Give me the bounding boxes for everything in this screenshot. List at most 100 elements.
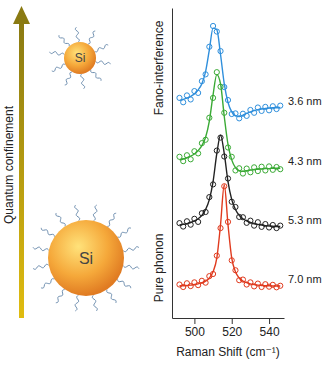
nanoparticle: Si: [50, 27, 111, 89]
particle-label: Si: [79, 250, 93, 267]
arrow-head: [13, 6, 30, 24]
data-point: [255, 168, 260, 173]
series-label: 5.3 nm: [288, 214, 322, 226]
data-point: [188, 157, 193, 162]
x-tick-label: 520: [222, 325, 242, 339]
data-point: [177, 95, 182, 100]
data-point: [248, 218, 253, 223]
x-tick: 540: [260, 318, 280, 339]
data-point: [244, 113, 249, 118]
series: [177, 23, 283, 121]
x-axis: 500 520 540: [173, 318, 285, 339]
data-point: [214, 29, 219, 34]
ligand: [107, 213, 116, 226]
data-point: [210, 23, 215, 28]
data-point: [274, 226, 279, 231]
data-point: [237, 166, 242, 171]
ligand: [50, 52, 65, 55]
data-point: [222, 110, 227, 115]
data-point: [181, 100, 186, 105]
fit-line: [179, 28, 280, 116]
data-point: [248, 170, 253, 175]
ligand: [52, 64, 66, 71]
x-axis-line: [173, 318, 285, 319]
data-point: [207, 44, 212, 49]
data-point: [196, 151, 201, 156]
data-point: [214, 253, 219, 258]
ligand: [75, 295, 79, 311]
ligand: [56, 290, 65, 303]
data-point: [240, 171, 245, 176]
data-point: [210, 95, 215, 100]
data-point: [218, 135, 223, 140]
ligand: [123, 265, 139, 269]
series: [177, 135, 283, 231]
data-point: [278, 103, 283, 108]
data-point: [225, 219, 230, 224]
annotation: Quantum confinement: [2, 105, 16, 224]
ligand: [75, 27, 79, 42]
ligand: [41, 279, 54, 288]
data-point: [199, 79, 204, 84]
data-point: [233, 268, 238, 273]
chart: 500 520 540 Raman Shift (cm⁻¹) 3.6 nm4.3 nm5…: [0, 0, 335, 370]
ligand: [96, 61, 111, 64]
data-point: [207, 115, 212, 120]
ligand: [118, 279, 131, 288]
x-tick-label: 500: [185, 325, 205, 339]
data-point: [229, 199, 234, 204]
ligand: [95, 45, 109, 52]
data-point: [255, 220, 260, 225]
y-axis: [172, 9, 173, 319]
data-point: [214, 148, 219, 153]
x-tick: 520: [222, 318, 242, 339]
series: [177, 184, 283, 290]
data-point: [222, 184, 227, 189]
series-labels: 3.6 nm4.3 nm5.3 nm7.0 nm: [288, 95, 322, 286]
data-point: [210, 182, 215, 187]
data-point: [237, 116, 242, 121]
x-axis-title: Raman Shift (cm⁻¹): [176, 345, 280, 359]
annotation: Pure phonon: [152, 234, 166, 303]
sphere: [64, 42, 96, 74]
x-tick-mark: [232, 318, 233, 324]
ligand: [93, 205, 97, 221]
ligand: [88, 31, 95, 44]
data-point: [229, 154, 234, 159]
ligand: [65, 72, 72, 85]
data-point: [240, 277, 245, 282]
data-point: [266, 225, 271, 230]
ligand: [33, 247, 49, 251]
ligand: [75, 205, 80, 221]
data-point: [225, 97, 230, 102]
data-point: [278, 283, 283, 288]
data-point: [263, 282, 268, 287]
ligand: [41, 228, 54, 237]
data-point: [207, 195, 212, 200]
data-point: [229, 258, 234, 263]
data-point: [218, 48, 223, 53]
series-label: 3.6 nm: [288, 95, 322, 107]
fit-line: [179, 185, 280, 286]
ligand: [56, 213, 65, 226]
sphere: [48, 220, 124, 296]
y-axis-line: [172, 9, 173, 319]
data-point: [181, 224, 186, 229]
data-point: [233, 111, 238, 116]
data-point: [233, 204, 238, 209]
data-point: [218, 226, 223, 231]
data-point: [222, 154, 227, 159]
data-point: [177, 154, 182, 159]
fit-line: [179, 135, 280, 226]
nanoparticle: Si: [33, 205, 139, 311]
annotation: Fano-interference: [152, 20, 166, 115]
data-point: [196, 219, 201, 224]
x-tick: 500: [185, 318, 205, 339]
particle-label: Si: [75, 51, 86, 65]
fit-line: [179, 75, 280, 172]
x-tick-mark: [269, 318, 270, 324]
series: [177, 70, 283, 177]
data-point: [203, 72, 208, 77]
data-point: [196, 90, 201, 95]
data-point: [188, 97, 193, 102]
